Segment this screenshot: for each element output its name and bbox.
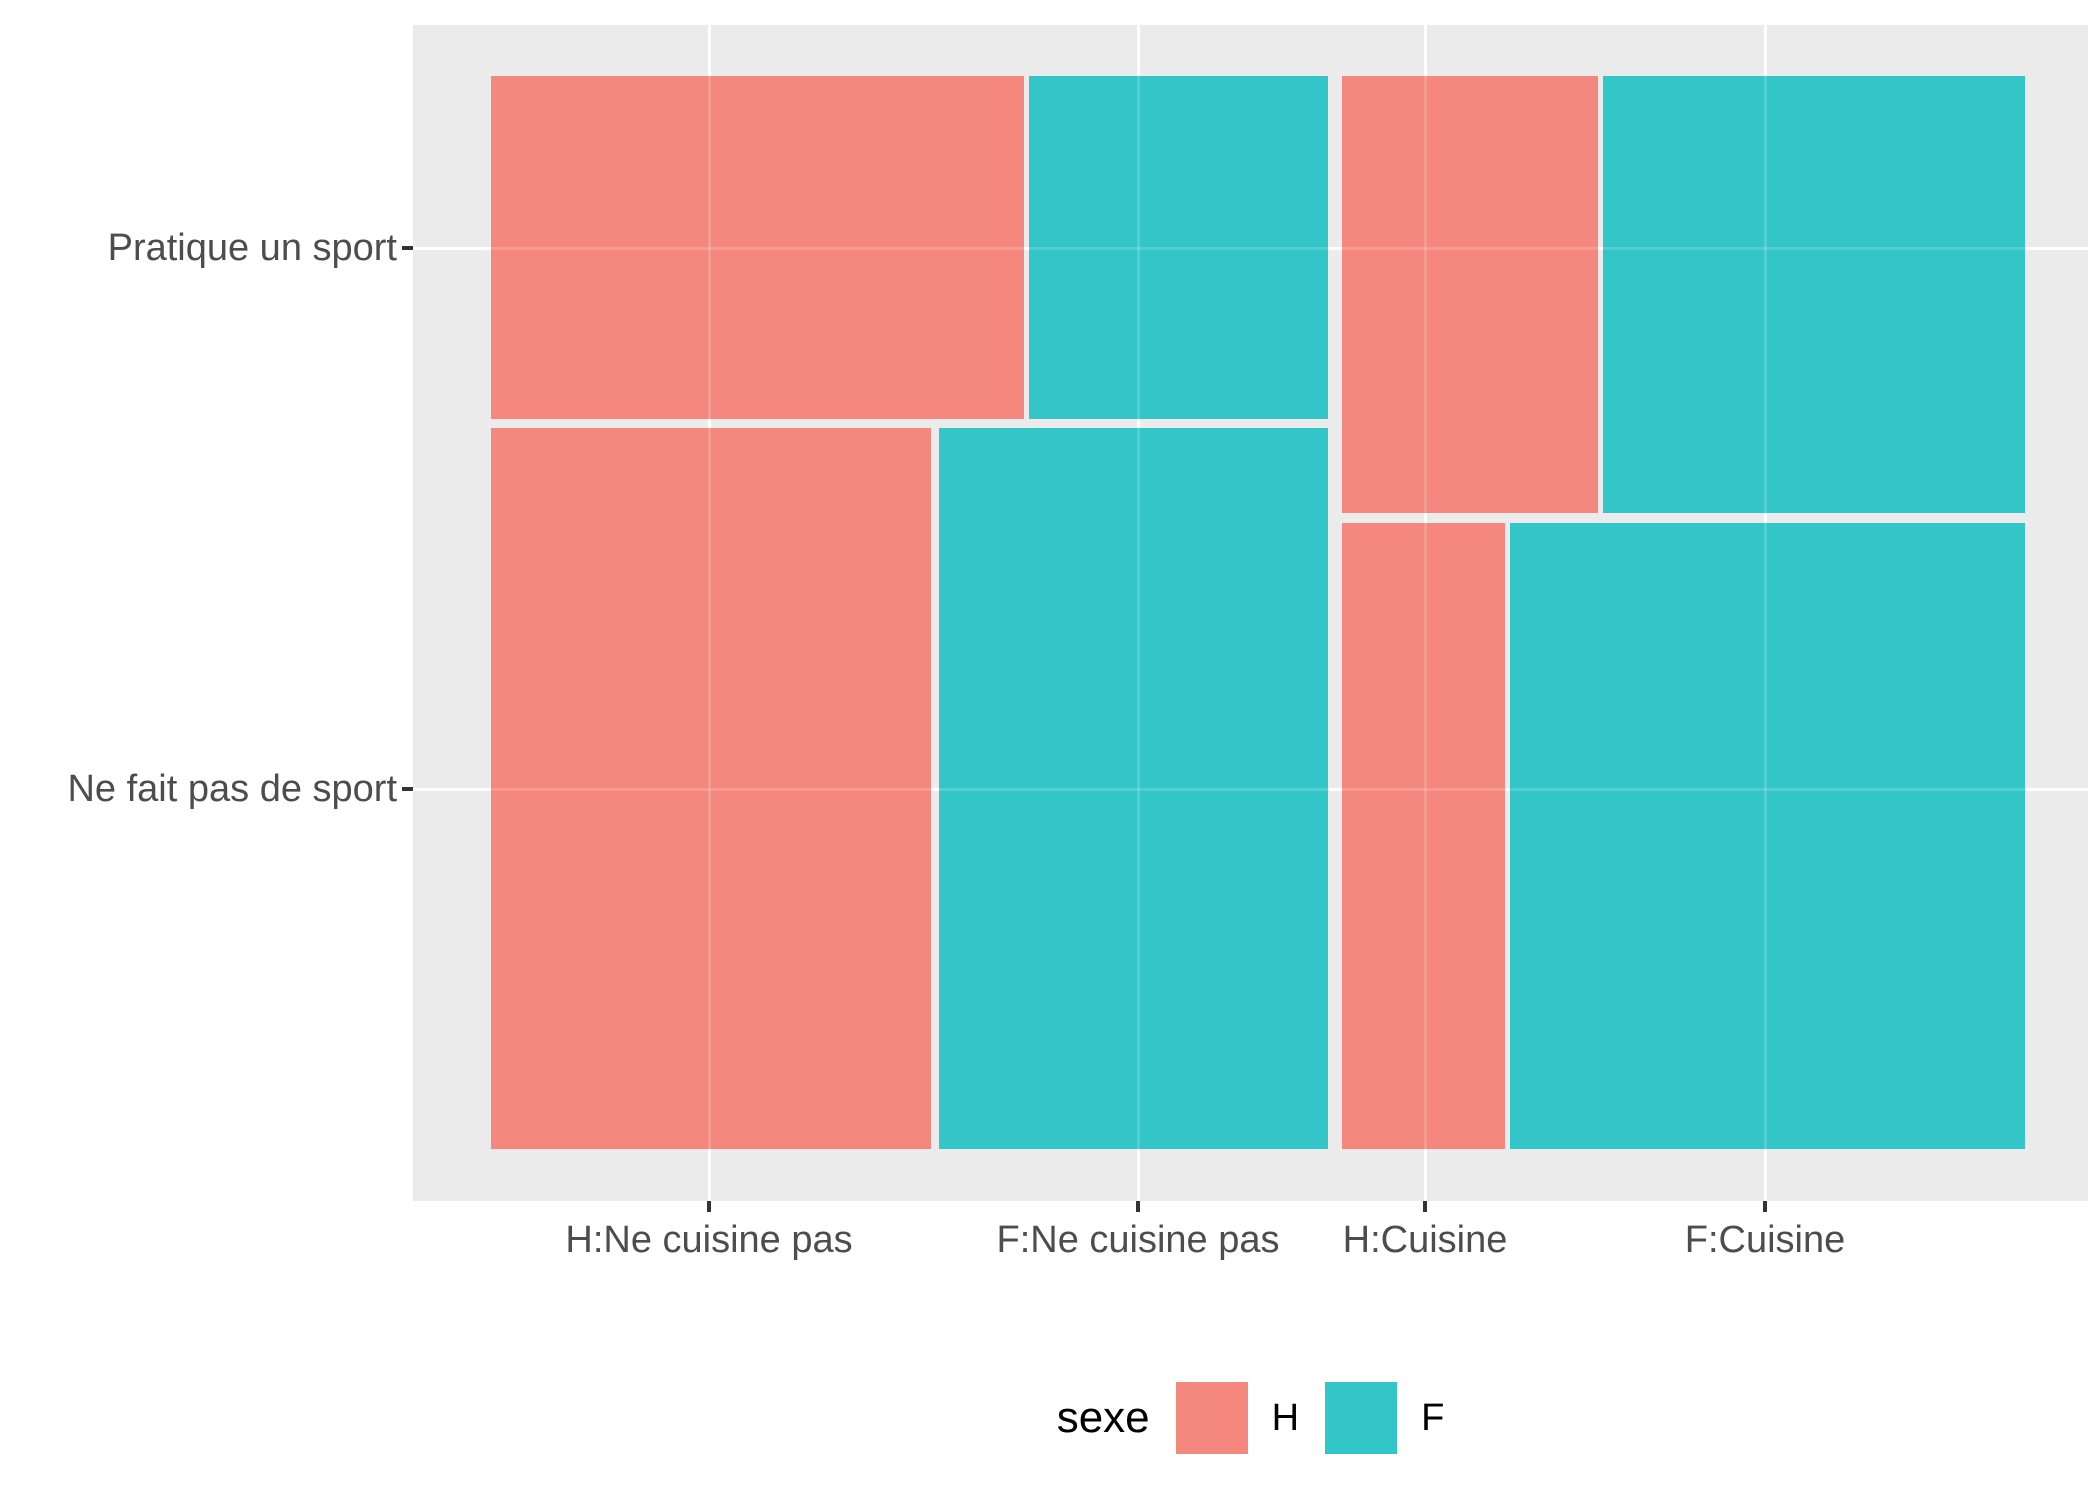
x-axis-label: H:Ne cuisine pas bbox=[565, 1219, 853, 1261]
x-axis-tick bbox=[1763, 1201, 1767, 1212]
y-axis-label: Pratique un sport bbox=[107, 227, 397, 269]
mosaic-cell bbox=[939, 428, 1328, 1149]
plot-panel bbox=[413, 25, 2088, 1201]
x-major-gridline-overlay bbox=[707, 25, 711, 1201]
x-axis-tick bbox=[1136, 1201, 1140, 1212]
x-major-gridline-overlay bbox=[1136, 25, 1140, 1201]
x-axis-label: F:Cuisine bbox=[1684, 1219, 1846, 1261]
legend-entry: F bbox=[1325, 1382, 1444, 1454]
y-major-gridline-overlay bbox=[413, 787, 2088, 791]
legend-label: F bbox=[1421, 1396, 1445, 1439]
legend-label: H bbox=[1271, 1396, 1300, 1439]
mosaic-cell bbox=[1510, 523, 2025, 1149]
x-axis-tick bbox=[707, 1201, 711, 1212]
mosaic-cell bbox=[1342, 523, 1505, 1149]
mosaic-cell bbox=[1029, 76, 1328, 419]
legend-title: sexe bbox=[1056, 1393, 1150, 1442]
x-major-gridline-overlay bbox=[1763, 25, 1767, 1201]
mosaic-cell bbox=[491, 428, 931, 1149]
x-axis-label: F:Ne cuisine pas bbox=[996, 1219, 1280, 1261]
mosaic-cell bbox=[1603, 76, 2025, 513]
y-axis-tick bbox=[402, 787, 413, 791]
x-axis-tick bbox=[1423, 1201, 1427, 1212]
y-axis-label: Ne fait pas de sport bbox=[67, 768, 397, 810]
legend-entry: H bbox=[1175, 1382, 1300, 1454]
y-major-gridline-overlay bbox=[413, 246, 2088, 250]
y-axis-tick bbox=[402, 246, 413, 250]
x-axis-label: H:Cuisine bbox=[1342, 1219, 1508, 1261]
x-major-gridline-overlay bbox=[1423, 25, 1427, 1201]
legend: sexe H F bbox=[413, 1378, 2088, 1458]
mosaic-cell bbox=[1342, 76, 1598, 513]
mosaic-cell bbox=[491, 76, 1024, 419]
legend-key-swatch bbox=[1175, 1382, 1248, 1454]
legend-key-swatch bbox=[1325, 1382, 1398, 1454]
